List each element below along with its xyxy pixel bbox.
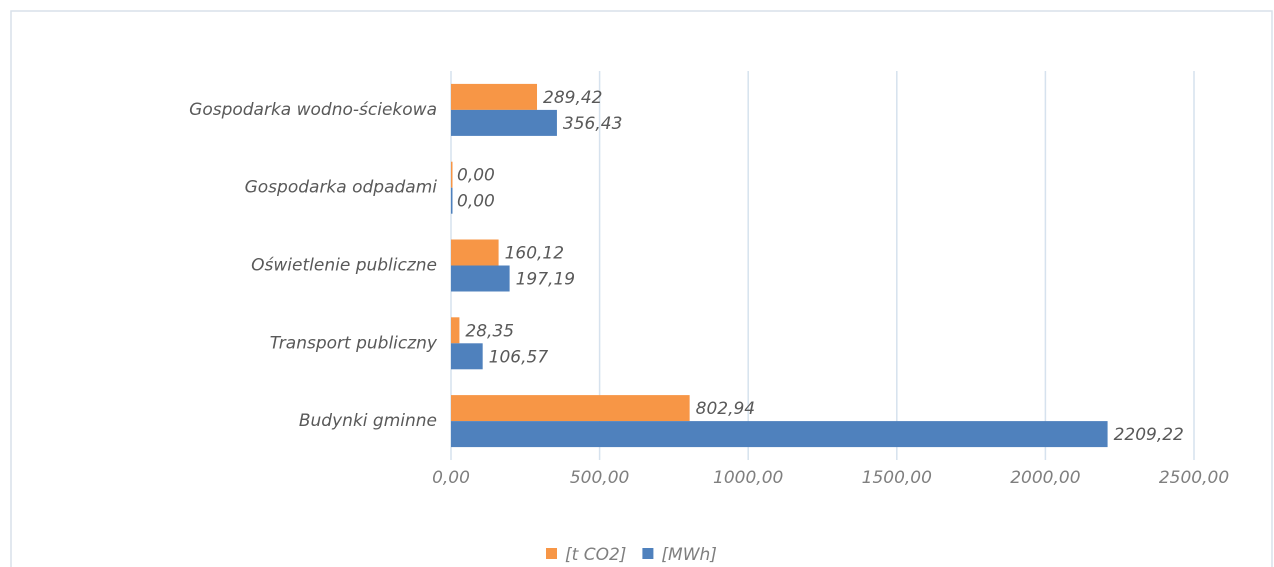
x-tick-label: 500,00: [570, 468, 629, 488]
bar: [451, 239, 499, 266]
legend-swatch: [546, 548, 557, 559]
data-label: 28,35: [465, 321, 514, 341]
bar: [451, 187, 453, 214]
x-tick-label: 2000,00: [1010, 468, 1080, 488]
legend-label: [t CO2]: [565, 545, 626, 565]
bar: [451, 343, 483, 370]
bar: [451, 395, 690, 422]
data-label: 2209,22: [1114, 425, 1184, 445]
y-tick-label: Transport publiczny: [270, 333, 438, 353]
y-tick-label: Oświetlenie publiczne: [251, 256, 437, 276]
bar: [451, 421, 1108, 448]
x-tick-label: 1500,00: [862, 468, 932, 488]
data-label: 197,19: [516, 270, 575, 290]
x-tick-label: 2500,00: [1159, 468, 1229, 488]
chart-frame: [10, 10, 1273, 567]
data-label: 802,94: [696, 399, 755, 419]
bar: [451, 265, 510, 292]
data-label: 0,00: [457, 192, 495, 212]
data-label: 160,12: [505, 244, 564, 264]
bar: [451, 317, 460, 344]
legend-swatch: [642, 548, 654, 559]
y-tick-label: Gospodarka wodno-ściekowa: [189, 100, 437, 120]
bar: [451, 109, 557, 136]
legend-label: [MWh]: [661, 545, 717, 565]
data-label: 106,57: [489, 347, 549, 367]
x-tick-label: 1000,00: [713, 468, 783, 488]
x-tick-label: 0,00: [432, 468, 470, 488]
y-tick-label: Budynki gminne: [299, 411, 437, 431]
bar: [451, 83, 538, 110]
data-label: 356,43: [563, 114, 622, 134]
bar: [451, 161, 453, 188]
y-tick-label: Gospodarka odpadami: [245, 178, 438, 198]
data-label: 289,42: [543, 88, 602, 108]
data-label: 0,00: [457, 166, 495, 186]
